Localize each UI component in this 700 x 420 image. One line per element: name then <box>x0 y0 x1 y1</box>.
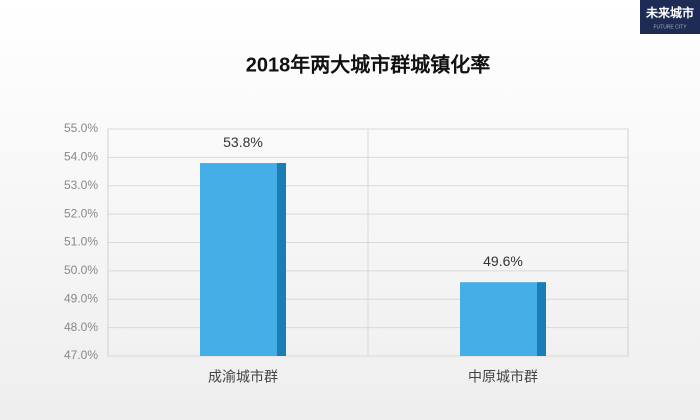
y-tick-label: 54.0% <box>64 150 98 164</box>
logo-box <box>640 0 700 34</box>
value-label: 53.8% <box>223 134 263 150</box>
bar <box>460 282 546 356</box>
y-tick-label: 48.0% <box>64 320 98 334</box>
chart-title: 2018年两大城市群城镇化率 <box>246 52 491 76</box>
logo-subtext: FUTURE CITY <box>653 24 687 30</box>
y-tick-label: 55.0% <box>64 121 98 135</box>
bar-edge <box>537 282 546 356</box>
logo-text: 未来城市 <box>645 5 694 20</box>
y-tick-label: 52.0% <box>64 206 98 220</box>
y-tick-label: 50.0% <box>64 263 98 277</box>
y-tick-label: 47.0% <box>64 348 98 362</box>
bar-edge <box>277 163 286 356</box>
value-label: 49.6% <box>483 253 523 269</box>
x-tick-label: 中原城市群 <box>468 369 538 385</box>
y-tick-label: 51.0% <box>64 235 98 249</box>
y-tick-label: 49.0% <box>64 291 98 305</box>
x-tick-label: 成渝城市群 <box>208 369 278 385</box>
y-tick-label: 53.0% <box>64 178 98 192</box>
bar <box>200 163 286 356</box>
